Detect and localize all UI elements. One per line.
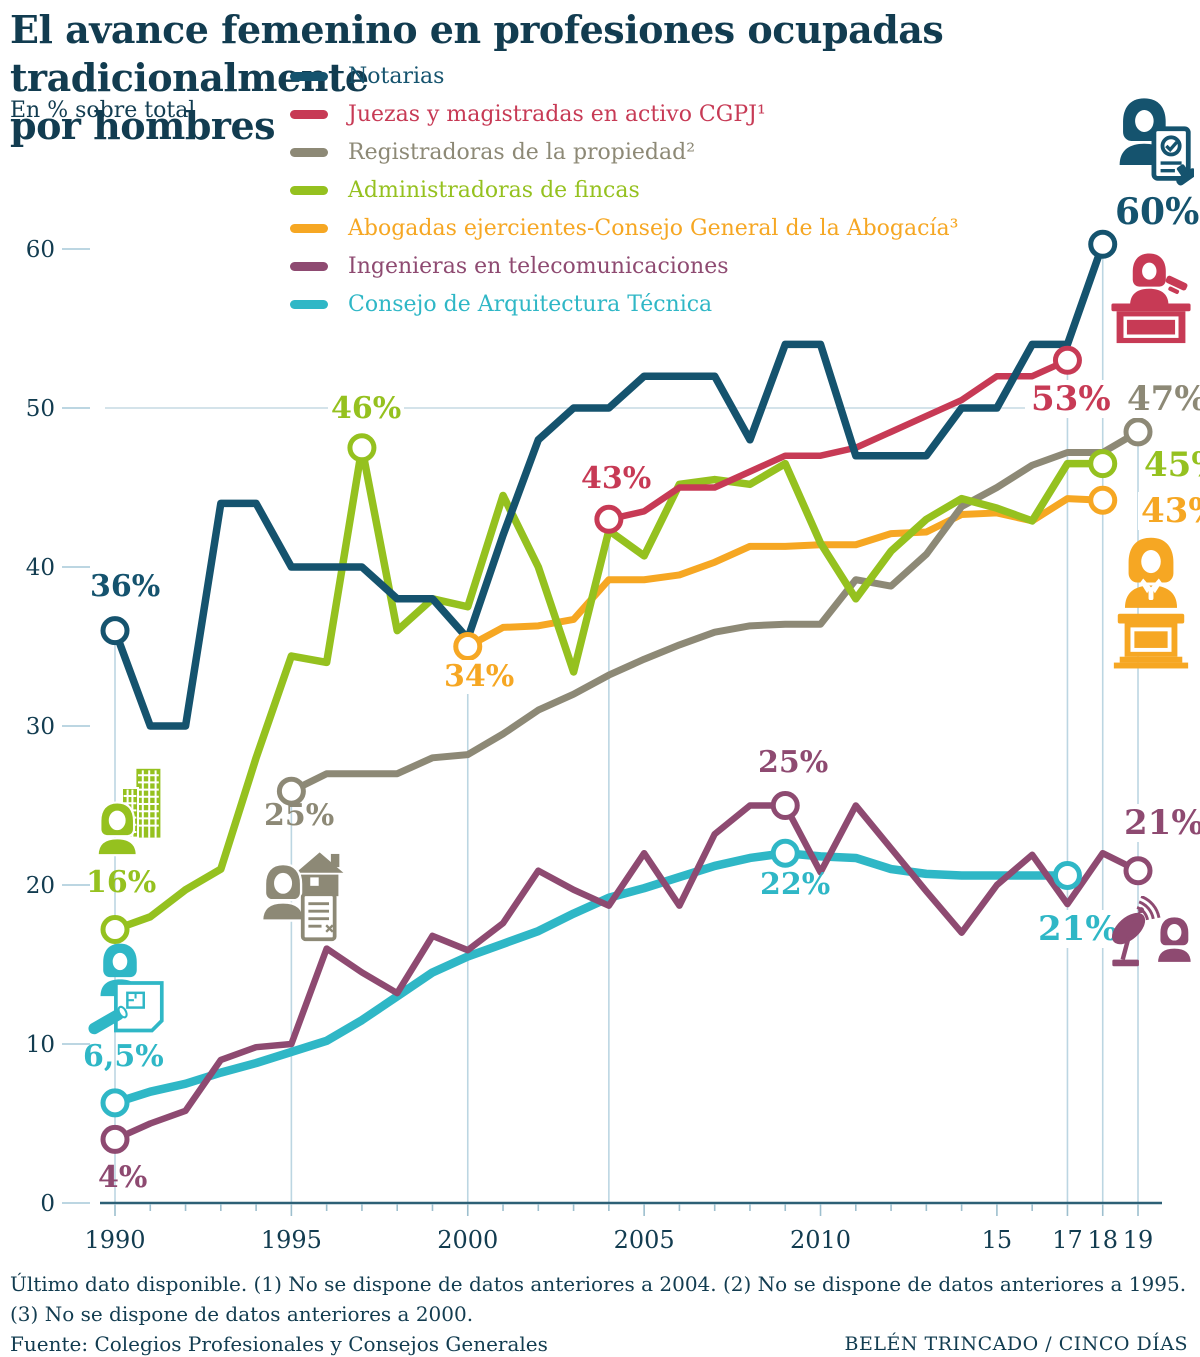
value-label-arquitectura-21: 21% xyxy=(1035,910,1121,948)
chart: 0 10 20 30 40 50 60 1990 1995 2000 2005 2010 15 17 18… xyxy=(26,229,1162,1254)
legend-swatch-registradoras xyxy=(290,147,328,157)
y-axis-label-30: 30 xyxy=(26,714,55,740)
series-line-juezas xyxy=(605,357,1071,523)
value-label-notarias-36: 36% xyxy=(90,569,161,604)
y-axis-label-10: 10 xyxy=(26,1032,55,1058)
value-label-ingenieras-21: 21% xyxy=(1121,804,1200,842)
x-axis-label-2010: 2010 xyxy=(790,1226,851,1254)
legend-item-administradoras: Administradoras de fincas xyxy=(290,171,958,209)
legend-item-abogadas: Abogadas ejercientes-Consejo General de … xyxy=(290,209,958,247)
footnote-line-1: Último dato disponible. (1) No se dispon… xyxy=(10,1272,1187,1296)
value-label-juezas-43: 43% xyxy=(581,461,652,496)
value-label-juezas-53: 53% xyxy=(1028,380,1114,418)
value-label-administradoras-45: 45% xyxy=(1141,446,1200,484)
legend-swatch-notarias xyxy=(290,71,328,81)
value-label-registradoras-25: 25% xyxy=(264,798,335,833)
legend-label-juezas: Juezas y magistradas en activo CGPJ¹ xyxy=(348,101,766,127)
value-label-ingenieras-25: 25% xyxy=(758,745,829,780)
legend-label-abogadas: Abogadas ejercientes-Consejo General de … xyxy=(348,215,959,241)
notary-icon xyxy=(1119,98,1194,186)
y-axis-label-60: 60 xyxy=(26,237,55,263)
judge-icon xyxy=(1111,253,1191,344)
title-line-2: por hombres xyxy=(10,103,276,148)
marker-abogadas-2018 xyxy=(1088,485,1118,515)
marker-registradoras-2019 xyxy=(1123,417,1153,447)
y-axis-label-50: 50 xyxy=(26,396,55,422)
value-label-registradoras-47: 47% xyxy=(1124,380,1200,418)
marker-abogadas-2000 xyxy=(453,632,483,661)
series-line-ingenieras xyxy=(111,802,1142,1143)
marker-notarias-2018 xyxy=(1088,229,1118,259)
x-axis-label-1990: 1990 xyxy=(84,1226,145,1254)
value-label-administradoras-46: 46% xyxy=(328,392,405,426)
y-axis-label-40: 40 xyxy=(26,555,55,581)
x-axis-label-2015: 15 xyxy=(982,1226,1013,1254)
y-axis-label-20: 20 xyxy=(26,873,55,899)
property-registrar-icon xyxy=(260,849,346,942)
y-axis-label-0: 0 xyxy=(40,1191,55,1217)
footnote-line-2: (3) No se dispone de datos anteriores a … xyxy=(10,1302,474,1326)
series-line-abogadas xyxy=(464,495,1107,650)
architect-icon xyxy=(88,943,164,1035)
legend-swatch-administradoras xyxy=(290,185,328,195)
legend-item-juezas: Juezas y magistradas en activo CGPJ¹ xyxy=(290,95,958,133)
marker-arquitectura-2009 xyxy=(770,838,800,868)
legend-label-administradoras: Administradoras de fincas xyxy=(348,177,640,203)
marker-juezas-2017 xyxy=(1052,345,1082,375)
legend-swatch-ingenieras xyxy=(290,261,328,271)
marker-arquitectura-1990 xyxy=(100,1088,130,1118)
legend-swatch-arquitectura xyxy=(290,299,328,309)
marker-registradoras-1995 xyxy=(276,776,306,806)
legend-label-registradoras: Registradoras de la propiedad² xyxy=(348,139,696,165)
legend-swatch-juezas xyxy=(290,109,328,119)
credit-line: BELÉN TRINCADO / CINCO DÍAS xyxy=(844,1333,1188,1355)
marker-arquitectura-2017 xyxy=(1052,860,1082,890)
x-axis-label-1995: 1995 xyxy=(261,1226,322,1254)
x-axis-label-2000: 2000 xyxy=(437,1226,498,1254)
telecom-engineer-icon xyxy=(1112,896,1193,967)
x-axis-label-2017: 17 xyxy=(1052,1226,1083,1254)
marker-notarias-1990 xyxy=(100,616,130,646)
legend-item-registradoras: Registradoras de la propiedad² xyxy=(290,133,958,171)
marker-ingenieras-2009 xyxy=(770,791,800,820)
source-line: Fuente: Colegios Profesionales y Consejo… xyxy=(10,1332,548,1356)
series-line-registradoras xyxy=(287,428,1142,795)
legend: Notarias Juezas y magistradas en activo C… xyxy=(290,57,958,323)
legend-swatch-abogadas xyxy=(290,223,328,233)
legend-item-notarias: Notarias xyxy=(290,57,958,95)
value-label-administradoras-16: 16% xyxy=(86,865,157,900)
marker-ingenieras-2019 xyxy=(1123,856,1153,886)
x-axis-label-2005: 2005 xyxy=(614,1226,675,1254)
chart-unit-note: En % sobre total xyxy=(10,98,196,123)
value-label-abogadas-34: 34% xyxy=(441,660,518,694)
value-label-ingenieras-4: 4% xyxy=(98,1160,148,1195)
legend-item-arquitectura: Consejo de Arquitectura Técnica xyxy=(290,285,958,323)
lawyer-podium-icon xyxy=(1113,537,1189,669)
legend-label-notarias: Notarias xyxy=(348,63,445,89)
value-label-abogadas-43: 43% xyxy=(1138,492,1200,530)
marker-juezas-2004 xyxy=(594,504,624,534)
value-label-notarias-60: 60% xyxy=(1112,192,1200,232)
property-admin-icon xyxy=(96,768,161,857)
legend-label-ingenieras: Ingenieras en telecomunicaciones xyxy=(348,253,729,279)
series-line-notarias xyxy=(111,240,1107,730)
value-label-arquitectura-22: 22% xyxy=(760,867,831,902)
value-label-arquitectura-65: 6,5% xyxy=(83,1039,164,1074)
x-axis-label-2019: 19 xyxy=(1123,1226,1154,1254)
marker-administradoras-2018 xyxy=(1088,449,1118,479)
marker-administradoras-1997 xyxy=(347,433,377,463)
marker-ingenieras-1990 xyxy=(100,1124,130,1154)
legend-item-ingenieras: Ingenieras en telecomunicaciones xyxy=(290,247,958,285)
x-axis-label-2018: 18 xyxy=(1087,1226,1118,1254)
marker-administradoras-1990 xyxy=(100,915,130,945)
legend-label-arquitectura: Consejo de Arquitectura Técnica xyxy=(348,291,713,317)
